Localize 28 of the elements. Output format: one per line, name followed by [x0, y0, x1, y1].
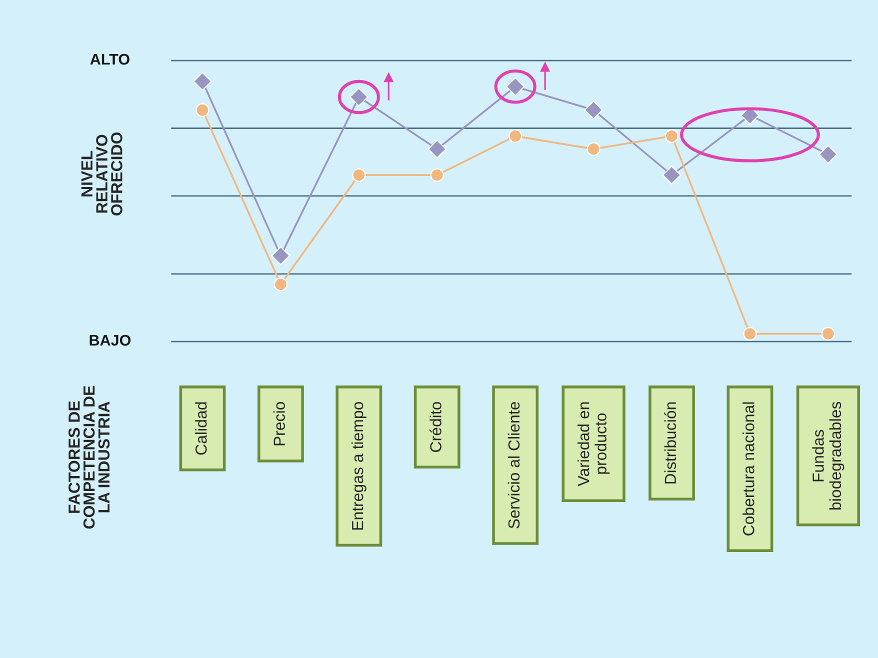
point: [430, 168, 444, 182]
x-tick-label: Variedad en producto: [578, 402, 610, 486]
x-tick-label: Distribución: [664, 402, 676, 484]
point: [743, 326, 757, 341]
point: [352, 168, 366, 182]
x-tick-label: Calidad: [195, 402, 207, 455]
point: [821, 326, 835, 341]
point: [428, 140, 447, 158]
y-axis-title: NIVEL RELATIVO OFRECIDO: [81, 132, 122, 216]
point: [586, 142, 600, 156]
x-tick-label: Cobertura nacional: [742, 402, 754, 536]
point: [196, 103, 210, 117]
x-tick-label: Servicio al Cliente: [508, 402, 520, 528]
x-tick-label: Entregas a tiempo: [351, 402, 366, 530]
point: [271, 246, 290, 266]
x-tick-label: Precio: [273, 402, 285, 446]
point: [664, 129, 679, 143]
point: [193, 72, 212, 91]
x-tick-label: Crédito: [430, 402, 442, 452]
x-tick-label: Fundas biodegradables: [812, 402, 844, 510]
point: [584, 100, 603, 120]
ref-line-label: ALTO: [90, 54, 130, 65]
point: [818, 144, 838, 164]
ref-line-label: BAJO: [90, 334, 131, 346]
point: [274, 278, 288, 292]
point: [662, 166, 682, 184]
text: FACTORES DE COMPETENCIA DE LA INDUSTRIA: [68, 386, 110, 529]
point: [508, 129, 522, 143]
